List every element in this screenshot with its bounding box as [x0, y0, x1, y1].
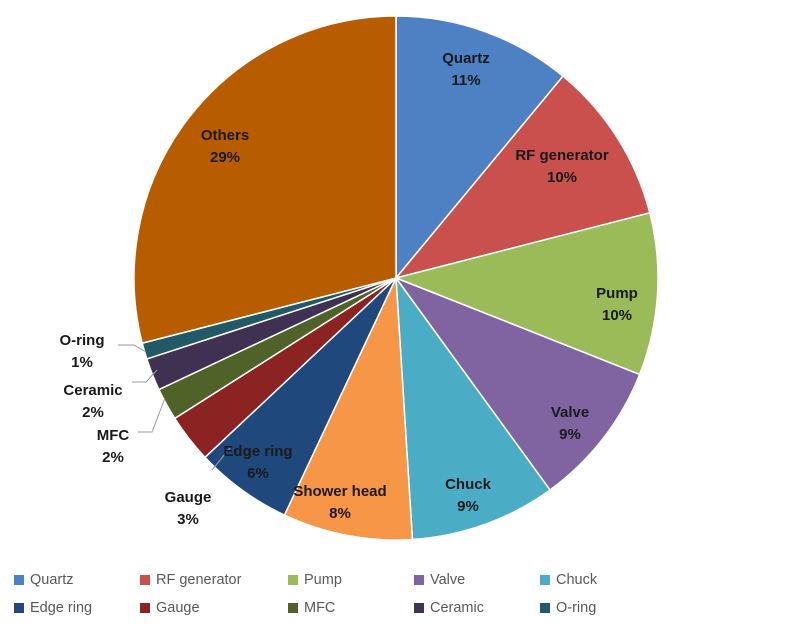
slice-label: Valve 9% — [551, 404, 589, 443]
legend-swatch — [288, 575, 298, 585]
pie-slice-others — [133, 15, 397, 345]
legend-swatch — [540, 603, 550, 613]
legend-swatch — [14, 575, 24, 585]
legend-item-quartz: Quartz — [14, 572, 140, 588]
leader-line — [132, 369, 158, 383]
legend-item-chuck: Chuck — [540, 572, 666, 588]
leader-line — [138, 397, 166, 433]
legend-label: Quartz — [30, 572, 74, 588]
slice-label: Edge ring 6% — [223, 443, 292, 482]
legend-swatch — [288, 603, 298, 613]
slice-label: Pump 10% — [596, 285, 638, 324]
leader-line — [211, 447, 231, 471]
slice-label: RF generator 10% — [515, 147, 609, 186]
pie-slice-valve — [393, 276, 641, 492]
slice-label: Chuck 9% — [445, 476, 492, 515]
legend-label: RF generator — [156, 572, 242, 588]
slice-label: Others 29% — [201, 127, 249, 166]
pie-slice-chuck — [395, 275, 552, 541]
slice-label: Quartz 11% — [442, 50, 490, 89]
legend-label: Edge ring — [30, 600, 93, 616]
legend-swatch — [414, 575, 424, 585]
legend-label: Valve — [430, 572, 466, 588]
legend-swatch — [14, 603, 24, 613]
legend-swatch — [414, 603, 424, 613]
pie-slice-quartz — [395, 15, 565, 281]
pie-slice-pump — [393, 211, 659, 376]
pie-slice-rf-generator — [393, 75, 651, 280]
legend-label: Ceramic — [430, 600, 484, 616]
legend-item-edge-ring: Edge ring — [14, 600, 140, 616]
leader-line — [118, 344, 147, 353]
legend-label: O-ring — [556, 600, 597, 616]
legend-label: Pump — [304, 572, 342, 588]
slice-label: Shower head 8% — [293, 483, 386, 522]
legend-swatch — [540, 575, 550, 585]
legend-row: Quartz RF generator Pump Valve Chuck — [14, 566, 794, 594]
slice-label: Ceramic 2% — [63, 382, 122, 421]
legend: Quartz RF generator Pump Valve Chuck Edge ri… — [14, 566, 794, 622]
pie-slice-shower-head — [283, 277, 414, 541]
slice-label: O-ring 1% — [60, 332, 105, 371]
legend-item-gauge: Gauge — [140, 600, 288, 616]
legend-swatch — [140, 575, 150, 585]
legend-item-rf-generator: RF generator — [140, 572, 288, 588]
legend-swatch — [140, 603, 150, 613]
legend-row: Edge ring Gauge MFC Ceramic O-ring — [14, 594, 794, 622]
legend-item-pump: Pump — [288, 572, 414, 588]
legend-item-mfc: MFC — [288, 600, 414, 616]
legend-label: Gauge — [156, 600, 200, 616]
legend-item-valve: Valve — [414, 572, 540, 588]
slice-label: Gauge 3% — [165, 489, 212, 528]
legend-item-ceramic: Ceramic — [414, 600, 540, 616]
slice-label: MFC 2% — [97, 427, 130, 466]
legend-label: MFC — [304, 600, 336, 616]
legend-label: Chuck — [556, 572, 598, 588]
legend-item-o-ring: O-ring — [540, 600, 666, 616]
